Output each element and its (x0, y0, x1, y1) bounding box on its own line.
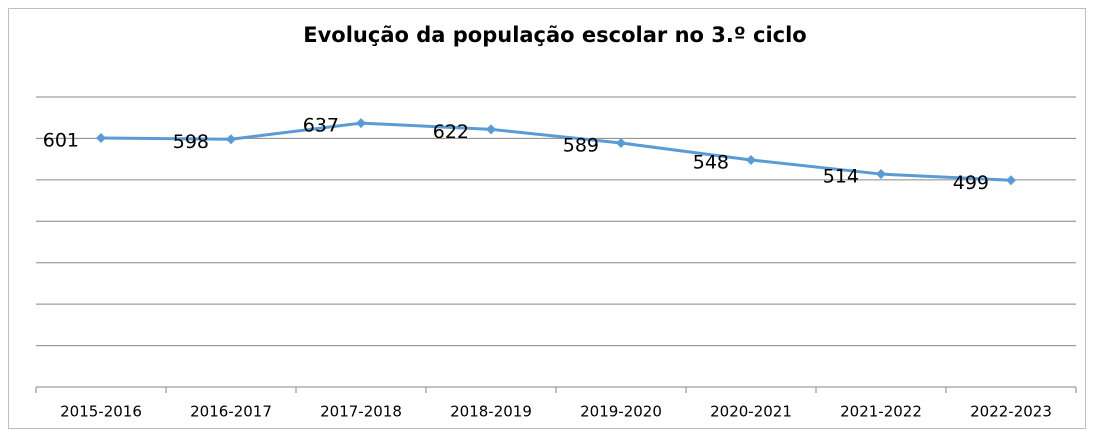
x-tick-label: 2015-2016 (60, 403, 142, 421)
data-label: 548 (693, 151, 729, 173)
data-label: 601 (43, 130, 79, 152)
data-label: 589 (563, 134, 599, 156)
point-marker (1006, 175, 1016, 186)
point-marker (356, 118, 366, 129)
data-label: 637 (303, 115, 339, 137)
data-label: 622 (433, 121, 469, 143)
x-tick-label: 2016-2017 (190, 403, 272, 421)
chart-border (8, 8, 1086, 429)
point-marker (96, 133, 106, 144)
data-label: 499 (953, 172, 989, 194)
point-marker (746, 154, 756, 165)
x-tick-label: 2019-2020 (580, 403, 662, 421)
x-tick-label: 2018-2019 (450, 403, 532, 421)
point-marker (616, 137, 626, 148)
x-tick-label: 2020-2021 (710, 403, 792, 421)
line-series (100, 121, 1012, 182)
data-label: 514 (823, 166, 859, 188)
x-tick-label: 2022-2023 (970, 403, 1052, 421)
point-marker (226, 134, 236, 145)
data-label: 598 (173, 131, 209, 153)
chart-title: Evolução da população escolar no 3.º cic… (303, 23, 806, 47)
point-marker (876, 169, 886, 180)
point-marker (486, 124, 496, 135)
x-tick-label: 2021-2022 (840, 403, 922, 421)
x-tick-label: 2017-2018 (320, 403, 402, 421)
